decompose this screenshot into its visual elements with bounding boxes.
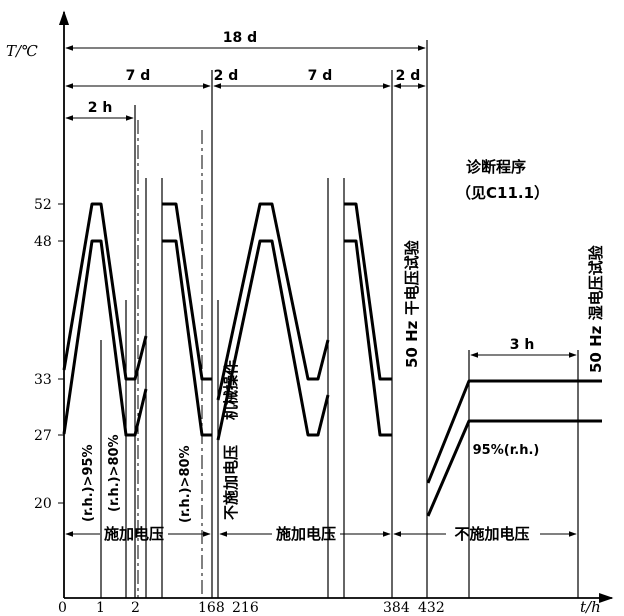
y-axis-label: T/℃ <box>6 42 38 60</box>
x-tick-0: 0 <box>58 600 67 616</box>
rh-80-label-b: (r.h.)>80% <box>178 445 193 523</box>
mechanical-operation-label: 机械操作 <box>222 360 240 420</box>
dry-voltage-test-label: 50 Hz 干电压试验 <box>403 239 421 368</box>
temperature-curves <box>62 202 602 517</box>
duration-first-7d: 7 d <box>126 68 151 84</box>
phase-boundaries <box>100 40 579 598</box>
no-voltage-vertical-label: 不施加电压 <box>222 445 240 520</box>
x-tick-216: 216 <box>232 600 259 616</box>
dimension-lines <box>65 45 577 358</box>
x-tick-168: 168 <box>198 600 225 616</box>
duration-second-2d: 2 d <box>396 68 421 84</box>
apply-voltage-2: 施加电压 <box>276 525 336 543</box>
duration-3h: 3 h <box>510 337 535 353</box>
y-tick-20: 20 <box>34 496 52 512</box>
x-tick-2: 2 <box>131 600 140 616</box>
diagnostic-procedure-title: 诊断程序 <box>466 158 526 176</box>
rh-80-label-a: (r.h.)>80% <box>107 434 122 512</box>
y-ticks <box>58 203 64 504</box>
apply-voltage-1: 施加电压 <box>104 525 164 543</box>
x-axis-label: t/h <box>580 598 601 616</box>
y-tick-48: 48 <box>34 234 52 250</box>
no-voltage-bottom: 不施加电压 <box>454 525 529 543</box>
y-tick-52: 52 <box>34 197 52 213</box>
humid-voltage-test-label: 50 Hz 湿电压试验 <box>587 244 605 373</box>
diagnostic-procedure-ref: （见C11.1） <box>456 184 549 202</box>
dash-dot-lines <box>137 120 203 598</box>
rh-95-label: (r.h.)>95% <box>81 444 96 522</box>
y-tick-27: 27 <box>34 428 52 444</box>
duration-total: 18 d <box>223 30 257 46</box>
rh-95-plain-label: 95%(r.h.) <box>473 443 540 458</box>
x-tick-432: 432 <box>418 600 445 616</box>
duration-second-7d: 7 d <box>308 68 333 84</box>
x-tick-384: 384 <box>383 600 410 616</box>
y-tick-33: 33 <box>34 372 52 388</box>
x-tick-1: 1 <box>96 600 105 616</box>
duration-2h: 2 h <box>88 100 113 116</box>
duration-first-2d: 2 d <box>214 68 239 84</box>
